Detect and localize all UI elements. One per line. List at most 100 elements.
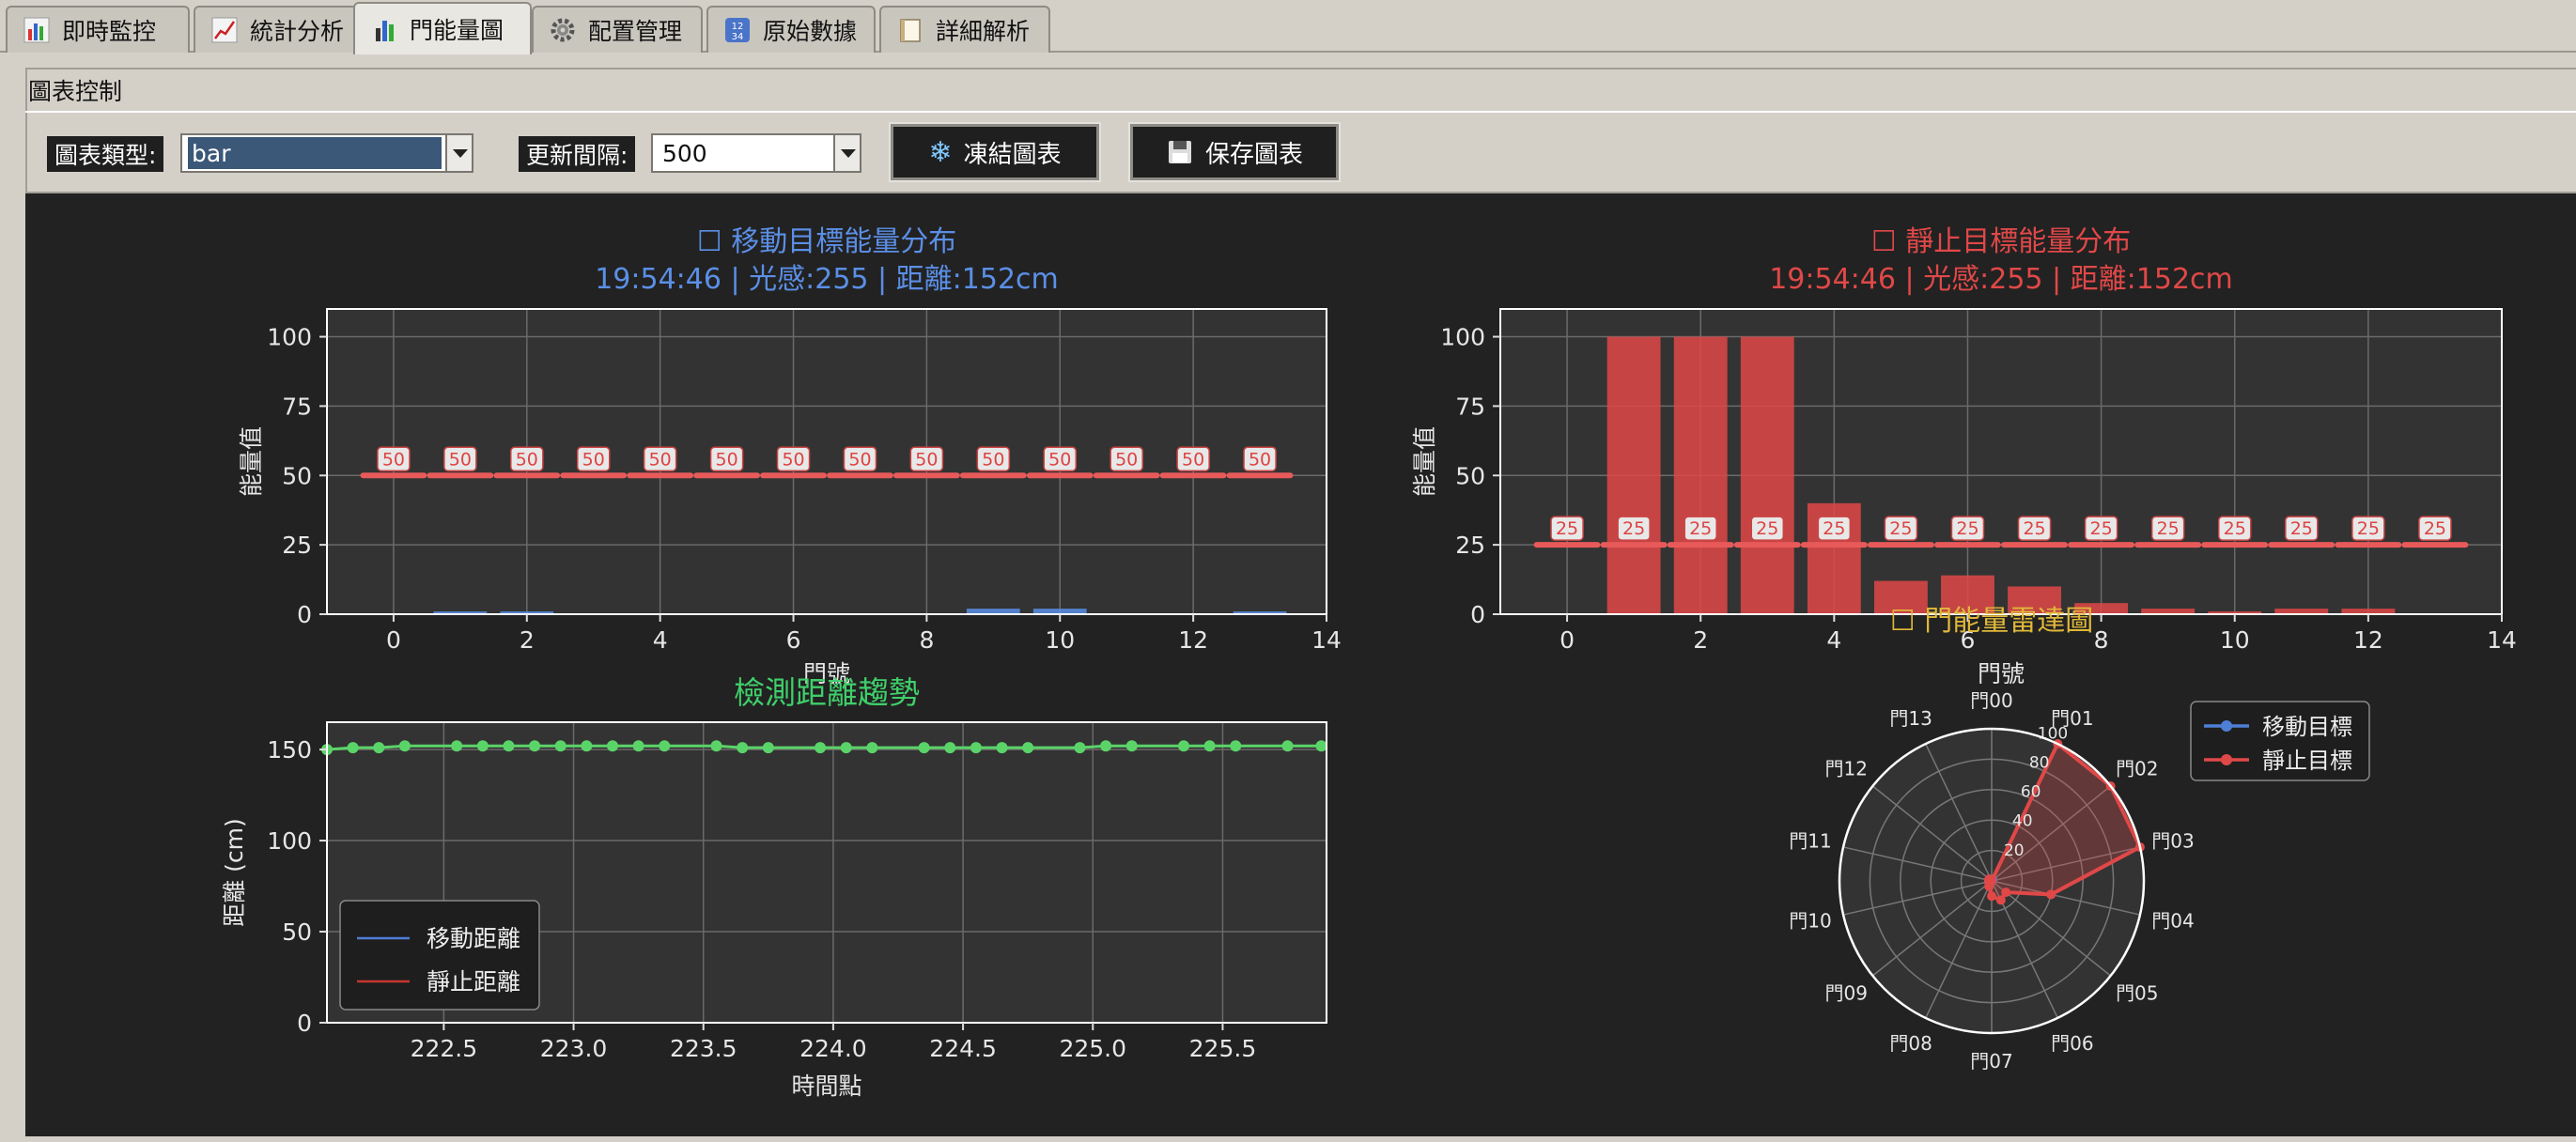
moving-bar-chart: 50 50 50 50 50 50 50 50 50 50 50 50 50 50 0 2 4 6 8 10 12 14 0… <box>238 225 1342 687</box>
threshold-label: 25 <box>2424 518 2446 539</box>
gear-icon <box>551 18 575 42</box>
tab-detail-parse[interactable]: 詳細解析 <box>879 6 1050 53</box>
distance-point <box>710 740 722 752</box>
bar-chart-icon <box>23 17 50 43</box>
freeze-chart-button[interactable]: ❄ 凍結圖表 <box>889 122 1101 182</box>
energy-bar <box>966 609 1020 614</box>
svg-text:12: 12 <box>732 22 744 32</box>
energy-bar <box>500 611 554 614</box>
radar-axis-label: 門07 <box>1970 1050 2012 1073</box>
distance-point <box>607 740 618 752</box>
tab-raw-data[interactable]: 12 34 原始數據 <box>706 6 876 53</box>
energy-bar <box>1233 611 1287 614</box>
tab-label: 詳細解析 <box>936 18 1031 45</box>
figure-canvas: 50 50 50 50 50 50 50 50 50 50 50 50 50 50 0 2 4 6 8 10 12 14 0… <box>25 193 2576 1136</box>
energy-bar <box>1873 580 1928 614</box>
threshold-label-box <box>1817 516 1852 541</box>
tick-label-y: 50 <box>282 918 312 946</box>
threshold-label: 50 <box>1115 449 1138 470</box>
tick-label-y: 100 <box>1440 324 1485 351</box>
energy-bar <box>2208 611 2262 614</box>
threshold-label: 50 <box>1048 449 1071 470</box>
tick-label-x: 4 <box>653 626 668 654</box>
threshold-label-box <box>443 446 477 472</box>
radar-spoke <box>1871 785 1993 882</box>
radar-axis-label: 門04 <box>2151 910 2194 933</box>
threshold-label-box <box>2351 516 2385 541</box>
threshold-label: 25 <box>1622 518 1645 539</box>
legend-label: 靜止目標 <box>2262 748 2352 774</box>
radar-point <box>1987 891 1996 902</box>
chart-type-value: bar <box>188 137 442 169</box>
legend-label: 靜止距離 <box>427 968 520 995</box>
threshold-label: 50 <box>649 449 672 470</box>
window-margin <box>0 1136 2576 1142</box>
tab-gate-energy[interactable]: 門能量圖 <box>353 2 532 54</box>
energy-bar <box>1606 336 1661 614</box>
threshold-label-box <box>1684 516 1717 541</box>
save-chart-button[interactable]: 保存圖表 <box>1128 122 1341 182</box>
energy-bar <box>2074 603 2129 614</box>
threshold-label: 25 <box>1756 518 1778 539</box>
tick-label-y: 25 <box>282 532 312 559</box>
distance-point <box>529 740 541 752</box>
distance-line-chart: 222.5 223.0 223.5 224.0 224.5 225.0 225.5 0 50 10… <box>221 674 1327 1100</box>
tick-label-x: 12 <box>2353 626 2383 654</box>
tab-bar: 即時監控 統計分析 門能量圖 配置管理 12 34 原始數據 詳 <box>0 0 2576 54</box>
tab-realtime-monitor[interactable]: 即時監控 <box>6 6 190 53</box>
threshold-label-box <box>1043 446 1078 472</box>
axes-frame <box>326 308 1327 615</box>
distance-point <box>762 742 774 754</box>
radar-spoke <box>1871 880 1993 977</box>
threshold-label: 25 <box>2224 518 2246 539</box>
radar-spoke <box>1991 785 2112 882</box>
threshold-label: 25 <box>2357 518 2380 539</box>
tab-statistics[interactable]: 統計分析 <box>194 6 376 53</box>
chart-subtitle: 19:54:46 | 光感:255 | 距離:152cm <box>1769 263 2233 296</box>
radar-point <box>1987 876 1996 886</box>
radar-axis-label: 門03 <box>2151 829 2194 852</box>
tick-label-y: 0 <box>1470 601 1485 628</box>
energy-bar <box>2141 609 2196 614</box>
chart-type-label: 圖表類型: <box>47 136 164 172</box>
energy-bar <box>2274 609 2329 614</box>
tick-label-x: 10 <box>2220 626 2250 654</box>
energy-bar <box>1032 609 1087 614</box>
threshold-label-box <box>1950 516 1985 541</box>
snowflake-icon: ❄ <box>928 135 953 169</box>
chevron-down-icon[interactable] <box>445 135 472 171</box>
chevron-down-icon[interactable] <box>833 135 860 171</box>
document-icon <box>900 19 921 42</box>
tab-config[interactable]: 配置管理 <box>532 6 703 53</box>
distance-point <box>737 742 749 754</box>
tick-label-x: 2 <box>520 626 535 654</box>
legend-label: 移動目標 <box>2262 714 2352 740</box>
tick-label-x: 0 <box>386 626 401 654</box>
energy-bar <box>1673 336 1728 614</box>
distance-point <box>451 740 463 752</box>
tick-label-y: 50 <box>1455 462 1485 489</box>
radar-tick-label: 80 <box>2029 753 2050 772</box>
y-axis-label: 能量值 <box>238 426 265 497</box>
plot-area <box>327 309 1327 614</box>
chart-type-select[interactable]: bar <box>180 133 473 173</box>
group-title: 圖表控制 <box>28 78 123 105</box>
threshold-label: 50 <box>716 449 738 470</box>
distance-point <box>476 740 489 752</box>
radar-tick-label: 40 <box>2012 812 2033 831</box>
radar-axis-label: 門12 <box>1824 757 1867 779</box>
threshold-label-box <box>1617 516 1651 541</box>
radar-point <box>2001 887 2011 898</box>
threshold-label-box <box>643 446 677 472</box>
distance-point <box>840 742 852 754</box>
numbers-icon: 12 34 <box>725 18 750 42</box>
tab-label: 原始數據 <box>763 18 858 45</box>
radar-spoke <box>1842 846 1993 882</box>
threshold-label: 50 <box>582 449 605 470</box>
distance-point <box>1203 740 1216 752</box>
interval-select[interactable]: 500 <box>651 133 861 173</box>
energy-bar <box>1941 575 1994 614</box>
tick-label-x: 225.0 <box>1059 1035 1126 1062</box>
static-bar-chart: 25 25 25 25 25 25 25 25 25 25 25 25 25 25 0 2 4 6 8 10 12 14 0… <box>1411 225 2517 687</box>
window-margin <box>0 53 25 1142</box>
